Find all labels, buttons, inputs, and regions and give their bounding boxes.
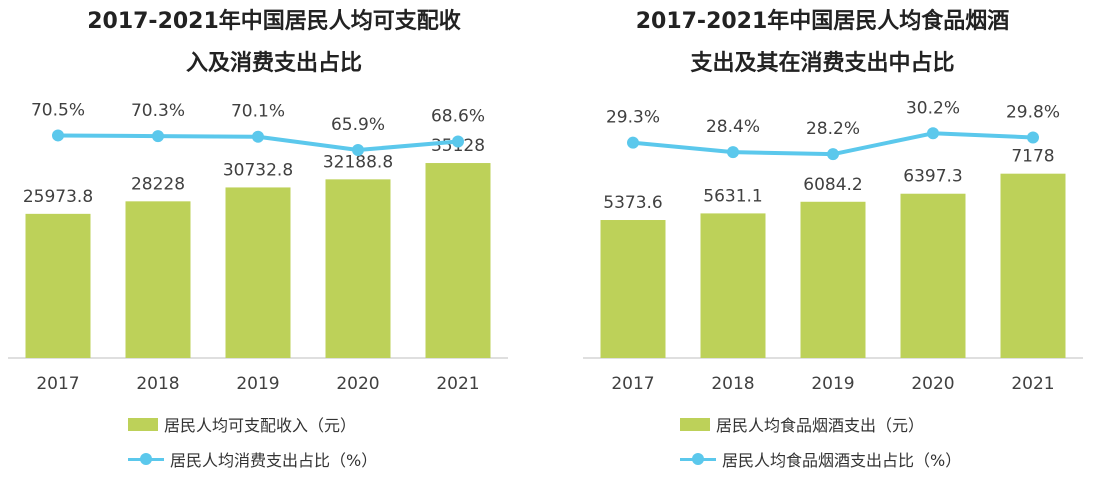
bar-value-label: 32188.8 <box>323 152 393 172</box>
left-legend-bar-label: 居民人均可支配收入（元） <box>164 416 357 435</box>
line-value-label: 70.5% <box>31 100 85 120</box>
bar-2020 <box>325 179 391 358</box>
line-point-2017 <box>52 129 64 142</box>
x-tick-label: 2021 <box>436 374 479 394</box>
line-value-label: 70.3% <box>131 101 185 121</box>
bar-2020 <box>900 193 966 358</box>
line-value-label: 65.9% <box>331 115 385 135</box>
bar-value-label: 7178 <box>1011 147 1054 167</box>
left-legend-line-label: 居民人均消费支出占比（%） <box>170 451 378 470</box>
x-tick-label: 2019 <box>811 374 854 394</box>
bar-value-label: 5631.1 <box>703 186 762 206</box>
legend-line-swatch <box>680 452 716 466</box>
line-point-2020 <box>352 144 364 157</box>
legend-bar-swatch <box>128 417 158 431</box>
right-legend-line: 居民人均食品烟酒支出占比（%） <box>680 447 961 471</box>
x-tick-label: 2021 <box>1011 374 1054 394</box>
bar-value-label: 28228 <box>131 174 185 194</box>
right-chart-title-line1: 2017-2021年中国居民人均食品烟酒 <box>635 9 1010 34</box>
line-value-label: 28.4% <box>706 117 760 137</box>
legend-bar-swatch <box>680 417 710 431</box>
line-value-label: 70.1% <box>231 102 285 122</box>
bar-value-label: 6084.2 <box>803 175 862 195</box>
line-value-label: 29.8% <box>1006 102 1060 122</box>
bar-value-label: 25973.8 <box>23 187 93 207</box>
line-point-2019 <box>252 130 264 143</box>
bar-2021 <box>425 163 491 358</box>
line-point-2018 <box>727 146 739 159</box>
right-chart-plot: 5373.6 2017 5631.1 2018 6084.2 2019 6397.3 2020… <box>583 98 1083 394</box>
left-chart-title-line1: 2017-2021年中国居民人均可支配收 <box>87 9 461 34</box>
line-point-2019 <box>827 148 839 161</box>
x-tick-label: 2019 <box>236 374 279 394</box>
left-legend-bar: 居民人均可支配收入（元） <box>128 412 356 436</box>
x-tick-label: 2018 <box>136 374 179 394</box>
line-point-2018 <box>152 130 164 143</box>
bar-2017 <box>25 213 91 358</box>
line-value-label: 68.6% <box>431 106 485 126</box>
x-tick-label: 2017 <box>611 374 654 394</box>
x-tick-label: 2020 <box>336 374 379 394</box>
right-legend-bar: 居民人均食品烟酒支出（元） <box>680 412 924 436</box>
line-point-2021 <box>452 135 464 148</box>
bar-value-label: 5373.6 <box>603 193 662 213</box>
left-chart-title-line2: 入及消费支出占比 <box>185 51 362 76</box>
x-tick-label: 2017 <box>36 374 79 394</box>
line-point-2017 <box>627 136 639 149</box>
right-chart-title-line2: 支出及其在消费支出中占比 <box>690 51 955 76</box>
bar-value-label: 30732.8 <box>223 160 293 180</box>
bar-2018 <box>125 201 191 358</box>
left-chart-panel: 2017-2021年中国居民人均可支配收 入及消费支出占比 25973.8 201… <box>0 0 548 480</box>
line-point-2020 <box>927 127 939 140</box>
line-value-label: 28.2% <box>806 119 860 139</box>
bar-2019 <box>225 187 291 358</box>
bar-2021 <box>1000 173 1066 358</box>
bar-2018 <box>700 213 766 358</box>
x-tick-label: 2020 <box>911 374 954 394</box>
line-value-label: 30.2% <box>906 98 960 118</box>
right-legend-bar-label: 居民人均食品烟酒支出（元） <box>716 416 925 435</box>
line-point-2021 <box>1027 131 1039 144</box>
line-value-label: 29.3% <box>606 108 660 128</box>
right-legend-line-label: 居民人均食品烟酒支出占比（%） <box>722 451 962 470</box>
legend-line-swatch <box>128 452 164 466</box>
bar-value-label: 6397.3 <box>903 167 962 187</box>
bar-2019 <box>800 201 866 358</box>
left-legend-line: 居民人均消费支出占比（%） <box>128 447 377 471</box>
left-chart-plot: 25973.8 2017 28228 2018 30732.8 2019 32188.8 20… <box>8 100 508 394</box>
x-tick-label: 2018 <box>711 374 754 394</box>
bar-2017 <box>600 220 666 358</box>
right-chart-panel: 2017-2021年中国居民人均食品烟酒 支出及其在消费支出中占比 5373.6… <box>548 0 1097 480</box>
